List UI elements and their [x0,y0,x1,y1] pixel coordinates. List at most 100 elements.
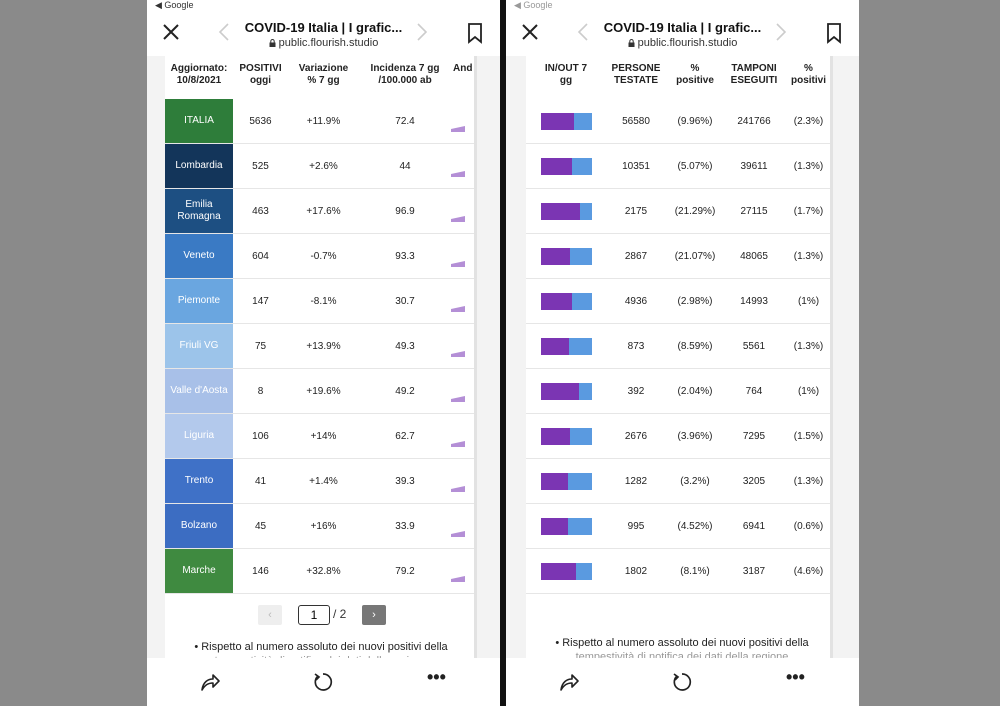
header-perc-positivi[interactable]: % positivi [790,63,826,86]
table-row[interactable]: 2175 (21.29%) 27115 (1.7%) [526,188,833,234]
browser-bottom-bar: ••• [147,658,500,706]
tamponi-cell: 14993 [724,278,784,324]
table-row[interactable]: 2867 (21.07%) 48065 (1.3%) [526,233,833,279]
inout-bar [540,472,592,490]
table-row[interactable]: 995 (4.52%) 6941 (0.6%) [526,503,833,549]
page-title: COVID-19 Italia | I grafic... [244,20,403,35]
table-row[interactable]: Piemonte 147 -8.1% 30.7 [165,278,477,324]
andamento-cell [451,233,477,279]
inout-bar-out [580,202,592,220]
more-icon[interactable]: ••• [427,667,446,687]
table-row[interactable]: Veneto 604 -0.7% 93.3 [165,233,477,279]
inout-bar-in [540,157,573,175]
page-url: public.flourish.studio [232,37,415,49]
reload-icon[interactable] [671,671,693,693]
flourish-embed: IN/OUT 7 gg PERSONE TESTATE % positive T… [526,56,833,658]
table-row[interactable]: Lombardia 525 +2.6% 44 [165,143,477,189]
share-icon[interactable] [199,671,221,693]
table-row[interactable]: Trento 41 +1.4% 39.3 [165,458,477,504]
reload-icon[interactable] [312,671,334,693]
header-andamento[interactable]: And [453,63,473,74]
inout-bar-in [540,517,568,535]
inout-cell [526,143,606,189]
table-row[interactable]: Valle d'Aosta 8 +19.6% 49.2 [165,368,477,414]
status-back-link[interactable]: ◀ Google [155,0,194,10]
inout-bar [540,202,592,220]
table-row[interactable]: 56580 (9.96%) 241766 (2.3%) [526,99,833,144]
table-row[interactable]: Emilia Romagna 463 +17.6% 96.9 [165,188,477,234]
table-row[interactable]: 4936 (2.98%) 14993 (1%) [526,278,833,324]
share-icon[interactable] [558,671,580,693]
table-row[interactable]: 1802 (8.1%) 3187 (4.6%) [526,548,833,594]
inout-bar-in [540,337,569,355]
incidenza-cell: 49.2 [359,368,451,414]
inout-bar [540,427,592,445]
inout-bar-in [540,292,573,310]
chevron-left-icon[interactable] [217,22,231,42]
header-incidenza[interactable]: Incidenza 7 gg /100.000 ab [370,63,440,86]
incidenza-cell: 79.2 [359,548,451,594]
table-row[interactable]: 10351 (5.07%) 39611 (1.3%) [526,143,833,189]
table-row[interactable]: 873 (8.59%) 5561 (1.3%) [526,323,833,369]
pagination-prev-button[interactable]: ‹ [258,605,282,625]
bookmark-icon[interactable] [826,22,842,44]
header-persone-testate[interactable]: PERSONE TESTATE [611,63,661,86]
region-cell: ITALIA [165,99,233,144]
status-back-link[interactable]: ◀ Google [514,0,553,10]
table-row[interactable]: 392 (2.04%) 764 (1%) [526,368,833,414]
table-row[interactable]: Friuli VG 75 +13.9% 49.3 [165,323,477,369]
sparkline-icon [451,216,465,222]
table-row[interactable]: 2676 (3.96%) 7295 (1.5%) [526,413,833,459]
inout-bar [540,292,592,310]
perc-positive-cell: (9.96%) [666,99,724,144]
page-number-input[interactable] [298,605,330,625]
inout-bar [540,337,592,355]
table-row[interactable]: Liguria 106 +14% 62.7 [165,413,477,459]
sparkline-icon [451,171,465,177]
positivi-cell: 5636 [233,99,288,144]
incidenza-cell: 30.7 [359,278,451,324]
more-icon[interactable]: ••• [786,667,805,687]
close-icon[interactable] [520,22,540,42]
variazione-cell: +2.6% [288,143,359,189]
sparkline-icon [451,306,465,312]
bookmark-icon[interactable] [467,22,483,44]
header-tamponi[interactable]: TAMPONI ESEGUITI [730,63,778,86]
inout-bar [540,112,592,130]
positivi-cell: 45 [233,503,288,549]
table-row[interactable]: 1282 (3.2%) 3205 (1.3%) [526,458,833,504]
inout-bar [540,562,592,580]
positivi-cell: 463 [233,188,288,234]
header-variazione[interactable]: Variazione % 7 gg [298,63,349,86]
sparkline-icon [451,576,465,582]
pagination-next-button[interactable]: › [362,605,386,625]
footnote: • Rispetto al numero assoluto dei nuovi … [165,640,477,658]
chevron-right-icon[interactable] [774,22,788,42]
header-perc-positive[interactable]: % positive [676,63,714,86]
web-content: Aggiornato: 10/8/2021 POSITIVI oggi Vari… [147,56,500,658]
incidenza-cell: 44 [359,143,451,189]
positivi-cell: 146 [233,548,288,594]
chevron-right-icon[interactable] [415,22,429,42]
perc-positive-cell: (8.1%) [666,548,724,594]
tamponi-cell: 27115 [724,188,784,234]
region-cell: Liguria [165,413,233,459]
table-row[interactable]: ITALIA 5636 +11.9% 72.4 [165,99,477,144]
inout-bar-out [574,112,592,130]
table-row[interactable]: Bolzano 45 +16% 33.9 [165,503,477,549]
region-cell: Bolzano [165,503,233,549]
header-updated[interactable]: Aggiornato: 10/8/2021 [170,63,228,86]
header-inout[interactable]: IN/OUT 7 gg [544,63,588,86]
header-positivi[interactable]: POSITIVI oggi [239,63,282,86]
inout-bar-out [569,247,592,265]
close-icon[interactable] [161,22,181,42]
table-row[interactable]: Marche 146 +32.8% 79.2 [165,548,477,594]
inout-cell [526,323,606,369]
positivi-cell: 8 [233,368,288,414]
scroll-edge [474,56,477,658]
tamponi-cell: 39611 [724,143,784,189]
footnote-line-2: tempestività di notifica dei dati della … [165,654,477,658]
inout-bar-in [540,382,580,400]
chevron-left-icon[interactable] [576,22,590,42]
andamento-cell [451,548,477,594]
